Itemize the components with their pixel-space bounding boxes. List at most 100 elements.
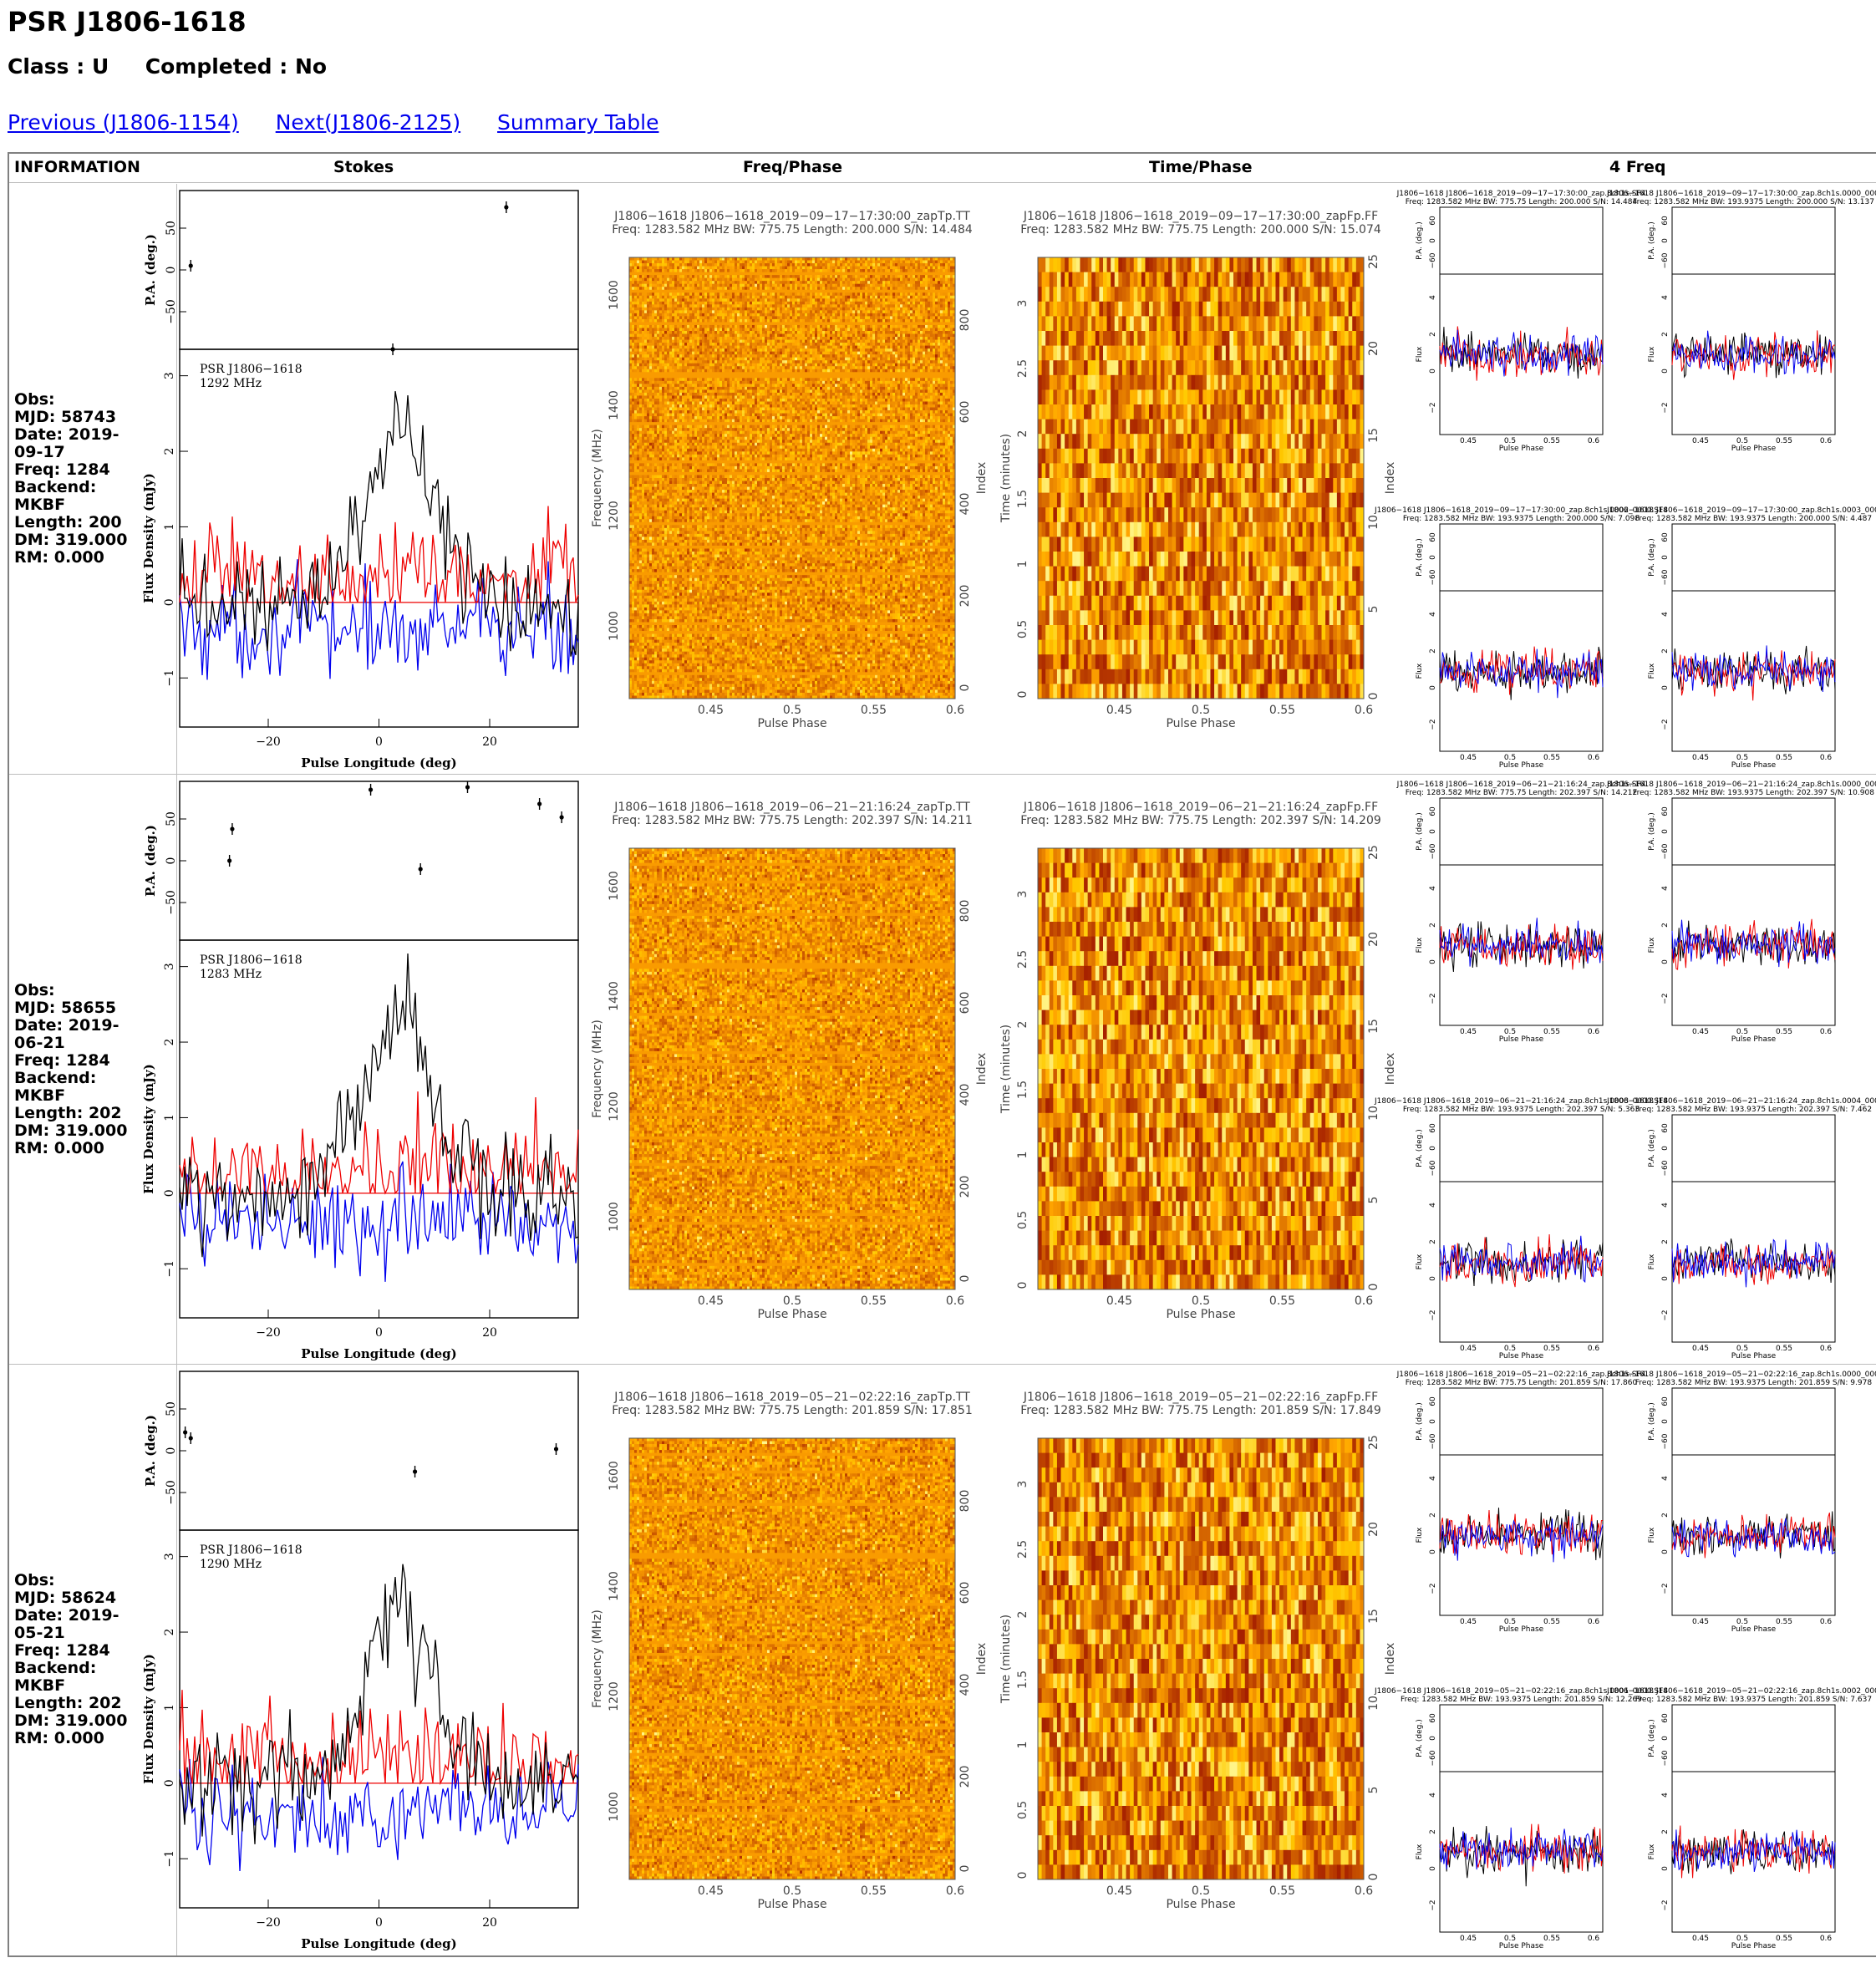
subband-flux-tick: 4	[1661, 1203, 1670, 1208]
subband-title: J1806−1618 J1806−1618_2019−06−21−21:16:2…	[1606, 781, 1876, 789]
plot-title: J1806−1618 J1806−1618_2019−05−21−02:22:1…	[1023, 1391, 1378, 1404]
index-tick-label: 5	[1367, 1787, 1380, 1794]
phase-axis-label: Pulse Phase	[757, 1898, 826, 1911]
subband-flux-tick: 4	[1429, 1793, 1437, 1798]
index-tick-label: 25	[1367, 1435, 1380, 1450]
subband-flux-label: Flux	[1648, 937, 1656, 953]
subband-flux-tick: 2	[1429, 648, 1437, 653]
next-pulsar-link[interactable]: Next(J1806-2125)	[276, 110, 460, 135]
pa-point	[537, 801, 541, 806]
subband-phase-label: Pulse Phase	[1731, 445, 1777, 453]
subband-l-trace	[1672, 919, 1835, 969]
time-phase-plot: J1806−1618 J1806−1618_2019−09−17−17:30:0…	[999, 210, 1397, 730]
subband-phase-tick: 0.55	[1776, 437, 1792, 445]
subband-subtitle: Freq: 1283.582 MHz BW: 193.9375 Length: …	[1403, 1106, 1640, 1114]
lon-tick-label: 0	[375, 735, 383, 749]
phase-tick-label: 0.55	[861, 1294, 887, 1308]
phase-tick-label: 0.6	[946, 704, 964, 717]
subband-phase-tick: 0.55	[1776, 1935, 1792, 1943]
index-tick-label: 0	[1367, 1284, 1380, 1291]
y-tick-label: 2.5	[1016, 950, 1030, 969]
subband-phase-label: Pulse Phase	[1731, 1625, 1777, 1634]
subband-flux-tick: 2	[1661, 1239, 1670, 1244]
phase-tick-label: 0.55	[1269, 1294, 1295, 1308]
plot-title: J1806−1618 J1806−1618_2019−09−17−17:30:0…	[613, 210, 970, 223]
subband-pa-tick: 0	[1661, 829, 1670, 834]
subband-subtitle: Freq: 1283.582 MHz BW: 775.75 Length: 20…	[1406, 198, 1638, 206]
subband-phase-tick: 0.45	[1692, 1935, 1709, 1943]
subband-pa-tick: 0	[1661, 1736, 1670, 1741]
freq-subband-plot-4: J1806−1618 J1806−1618_2019−05−21−02:22:1…	[1606, 1687, 1876, 1950]
subband-flux-label: Flux	[1416, 1843, 1424, 1859]
subband-flux-tick: −2	[1661, 1310, 1670, 1320]
subband-flux-tick: 2	[1661, 1829, 1670, 1834]
subband-subtitle: Freq: 1283.582 MHz BW: 193.9375 Length: …	[1633, 789, 1874, 797]
pa-tick-label: 50	[165, 811, 178, 826]
subband-pa-frame	[1672, 798, 1835, 865]
subband-flux-label: Flux	[1416, 663, 1424, 679]
subband-subtitle: Freq: 1283.582 MHz BW: 193.9375 Length: …	[1635, 1696, 1872, 1704]
stokes-plot-label: PSR J1806−1618	[200, 1543, 302, 1557]
subband-pa-tick: −60	[1661, 1160, 1670, 1176]
index-tick-label: 20	[1367, 932, 1380, 947]
summary-table-link[interactable]: Summary Table	[497, 110, 658, 135]
y-tick-label: 1600	[608, 871, 621, 901]
y-tick-label: 1000	[608, 611, 621, 641]
subband-phase-tick: 0.55	[1543, 754, 1560, 762]
subband-phase-tick: 0.55	[1543, 1935, 1560, 1943]
phase-tick-label: 0.45	[1106, 704, 1132, 717]
subband-flux-tick: 2	[1429, 332, 1437, 337]
phase-tick-label: 0.6	[1355, 704, 1373, 717]
index-tick-label: 25	[1367, 845, 1380, 860]
index-tick-label: 0	[958, 684, 972, 692]
subband-pa-tick: −60	[1661, 1750, 1670, 1766]
stokes-i-trace	[180, 1564, 578, 1844]
flux-tick-label: 1	[163, 523, 176, 531]
subband-flux-label: Flux	[1648, 346, 1656, 362]
subband-pa-tick: 60	[1661, 216, 1670, 226]
subband-pa-frame	[1440, 1115, 1603, 1182]
lon-axis-label: Pulse Longitude (deg)	[301, 1346, 457, 1361]
subband-flux-tick: 0	[1429, 369, 1437, 374]
index-tick-label: 400	[958, 1674, 972, 1696]
subband-l-trace	[1440, 1234, 1603, 1287]
phase-tick-label: 0.5	[1192, 704, 1210, 717]
phase-axis-label: Pulse Phase	[1166, 1898, 1235, 1911]
pulsar-navigation: Previous (J1806-1154) Next(J1806-2125) S…	[8, 109, 689, 137]
subband-phase-tick: 0.6	[1820, 437, 1833, 445]
freq-subband-plot-2: J1806−1618 J1806−1618_2019−06−21−21:16:2…	[1606, 781, 1876, 1044]
subband-subtitle: Freq: 1283.582 MHz BW: 193.9375 Length: …	[1635, 1379, 1872, 1387]
subband-flux-tick: −2	[1429, 719, 1437, 730]
pa-point	[560, 815, 564, 819]
subband-phase-tick: 0.55	[1776, 1028, 1792, 1036]
pa-point	[189, 1436, 193, 1440]
y-tick-label: 1400	[608, 390, 621, 420]
lon-tick-label: 0	[375, 1326, 383, 1340]
subband-pa-tick: 60	[1661, 1396, 1670, 1406]
y-tick-label: 1200	[608, 501, 621, 531]
subband-flux-tick: 2	[1661, 648, 1670, 653]
freq-subband-plot-3: J1806−1618 J1806−1618_2019−06−21−21:16:2…	[1374, 1097, 1668, 1360]
subband-flux-tick: 0	[1429, 959, 1437, 964]
subband-phase-label: Pulse Phase	[1499, 1035, 1544, 1044]
subband-flux-tick: −2	[1429, 1310, 1437, 1320]
subband-pa-tick: 0	[1429, 1419, 1437, 1424]
subband-pa-frame	[1672, 1115, 1835, 1182]
index-tick-label: 0	[958, 1275, 972, 1283]
subband-pa-label: P.A. (deg.)	[1648, 538, 1656, 576]
subband-flux-tick: 4	[1429, 1476, 1437, 1481]
subband-flux-tick: 4	[1661, 295, 1670, 300]
phase-axis-label: Pulse Phase	[757, 717, 826, 730]
subband-flux-tick: −2	[1661, 402, 1670, 413]
flux-tick-label: 2	[163, 1629, 176, 1636]
subband-flux-tick: 0	[1429, 685, 1437, 690]
subband-subtitle: Freq: 1283.582 MHz BW: 193.9375 Length: …	[1403, 515, 1640, 523]
phase-tick-label: 0.45	[698, 1294, 724, 1308]
previous-pulsar-link[interactable]: Previous (J1806-1154)	[8, 110, 239, 135]
subband-phase-tick: 0.6	[1588, 1618, 1600, 1626]
